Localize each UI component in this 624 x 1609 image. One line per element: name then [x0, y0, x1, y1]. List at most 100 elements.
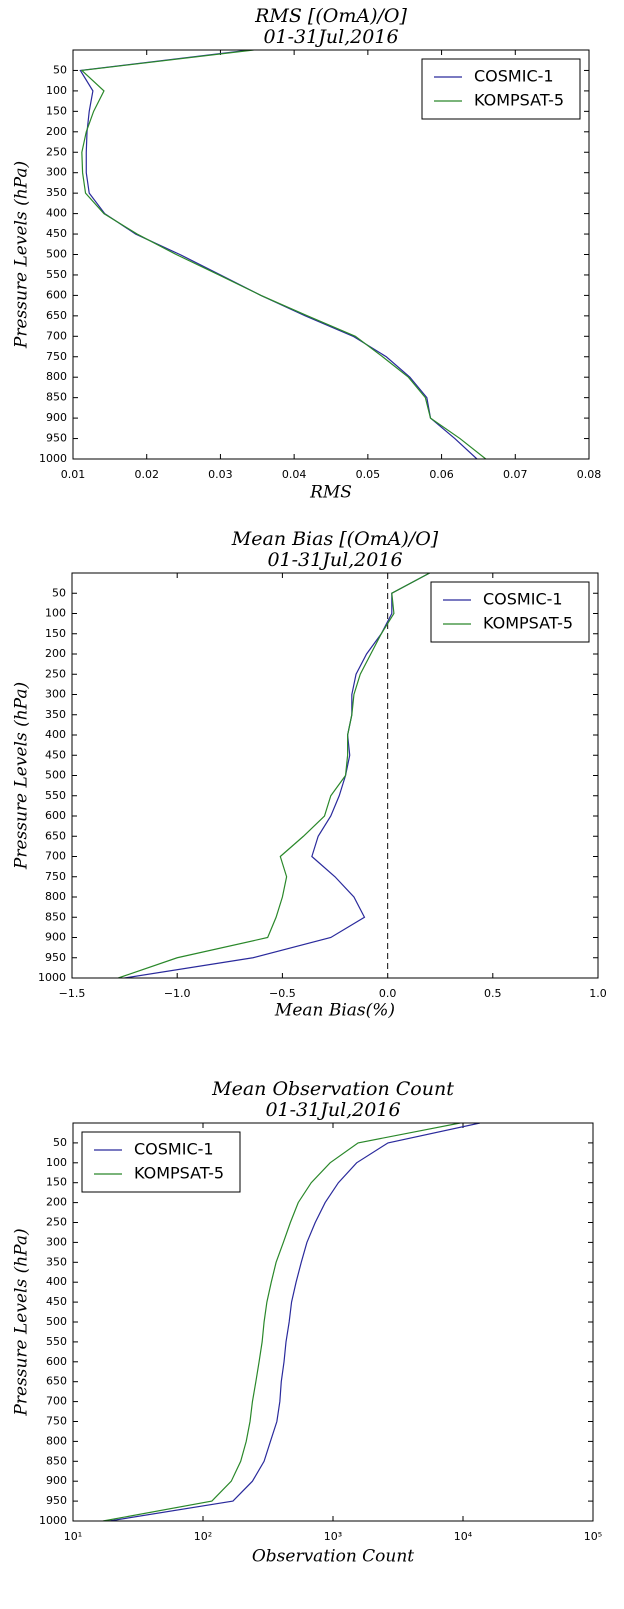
- x-axis-label: RMS: [309, 483, 352, 503]
- legend-box: [430, 581, 590, 643]
- y-tick-label: 150: [46, 1176, 67, 1189]
- y-tick-label: 700: [46, 1395, 67, 1408]
- legend-label: KOMPSAT-5: [483, 614, 573, 633]
- legend: COSMIC-1 KOMPSAT-5: [81, 1131, 241, 1193]
- y-tick-label: 800: [46, 370, 67, 383]
- y-tick-label: 750: [46, 1415, 67, 1428]
- data-line: [102, 1123, 461, 1521]
- y-tick-label: 800: [45, 890, 66, 903]
- y-tick-label: 900: [46, 411, 67, 424]
- y-tick-label: 350: [46, 1255, 67, 1268]
- y-tick-label: 50: [52, 586, 66, 599]
- y-tick-label: 1000: [38, 971, 66, 984]
- y-tick-label: 1000: [39, 1514, 67, 1527]
- y-axis-label: Pressure Levels (hPa): [12, 161, 32, 349]
- legend-label: KOMPSAT-5: [474, 91, 564, 110]
- y-tick-label: 50: [53, 63, 67, 76]
- y-tick-label: 350: [46, 186, 67, 199]
- chart-title: RMS [(OmA)/O]: [254, 5, 407, 27]
- y-tick-label: 400: [46, 207, 67, 220]
- x-tick-label: 10²: [194, 1530, 212, 1543]
- legend-label: COSMIC-1: [483, 590, 563, 609]
- chart-subtitle: 01-31Jul,2016: [265, 1099, 400, 1121]
- x-tick-label: 0.08: [577, 468, 602, 481]
- x-tick-label: −0.5: [269, 987, 296, 1000]
- plot-frame: [72, 49, 590, 460]
- y-tick-label: 950: [45, 951, 66, 964]
- y-tick-label: 450: [46, 1295, 67, 1308]
- y-tick-label: 550: [46, 268, 67, 281]
- y-tick-label: 500: [45, 769, 66, 782]
- y-tick-label: 950: [46, 1494, 67, 1507]
- data-line: [118, 573, 430, 978]
- y-tick-label: 100: [45, 607, 66, 620]
- y-tick-label: 650: [46, 309, 67, 322]
- y-tick-label: 950: [46, 432, 67, 445]
- chart: Mean Bias [(OmA)/O]01-31Jul,2016 Mean Bia…: [12, 528, 607, 1021]
- y-tick-label: 450: [46, 227, 67, 240]
- plot-frame: [71, 572, 599, 979]
- y-tick-label: 250: [46, 145, 67, 158]
- y-tick-label: 700: [46, 329, 67, 342]
- y-tick-label: 100: [46, 1156, 67, 1169]
- chart-title: Mean Observation Count: [211, 1078, 454, 1100]
- chart: RMS [(OmA)/O]01-31Jul,2016 RMS Pressure Le…: [12, 5, 602, 503]
- plot-frame: [72, 1122, 594, 1522]
- x-tick-label: 10⁵: [584, 1530, 602, 1543]
- y-tick-label: 200: [45, 647, 66, 660]
- y-tick-label: 900: [45, 931, 66, 944]
- x-tick-label: 0.06: [429, 468, 454, 481]
- y-tick-label: 400: [46, 1275, 67, 1288]
- y-tick-label: 200: [46, 125, 67, 138]
- y-tick-label: 600: [46, 1355, 67, 1368]
- y-tick-label: 900: [46, 1474, 67, 1487]
- y-tick-label: 500: [46, 248, 67, 261]
- y-tick-label: 500: [46, 1315, 67, 1328]
- legend-label: KOMPSAT-5: [134, 1164, 224, 1183]
- y-tick-label: 600: [46, 288, 67, 301]
- legend-box: [421, 58, 581, 120]
- x-tick-label: −1.0: [164, 987, 191, 1000]
- y-tick-label: 300: [46, 1235, 67, 1248]
- legend: COSMIC-1 KOMPSAT-5: [421, 58, 581, 120]
- x-axis-label: Observation Count: [252, 1547, 414, 1567]
- x-tick-label: 0.5: [484, 987, 502, 1000]
- legend: COSMIC-1 KOMPSAT-5: [430, 581, 590, 643]
- y-tick-label: 650: [46, 1375, 67, 1388]
- y-tick-label: 250: [45, 667, 66, 680]
- x-tick-label: 0.03: [208, 468, 233, 481]
- x-tick-label: 0.04: [282, 468, 307, 481]
- data-line: [80, 50, 487, 459]
- x-tick-label: −1.5: [59, 987, 86, 1000]
- y-tick-label: 250: [46, 1216, 67, 1229]
- y-tick-label: 850: [46, 391, 67, 404]
- y-tick-label: 750: [46, 350, 67, 363]
- legend-label: COSMIC-1: [134, 1140, 214, 1159]
- x-tick-label: 0.05: [356, 468, 381, 481]
- legend-box: [81, 1131, 241, 1193]
- data-line: [124, 573, 430, 978]
- y-tick-label: 100: [46, 84, 67, 97]
- y-axis-label: Pressure Levels (hPa): [12, 1228, 32, 1416]
- y-tick-label: 50: [53, 1136, 67, 1149]
- y-axis-label: Pressure Levels (hPa): [12, 682, 32, 870]
- y-tick-label: 700: [45, 850, 66, 863]
- y-tick-label: 850: [45, 910, 66, 923]
- y-tick-label: 150: [46, 104, 67, 117]
- x-tick-label: 0.0: [379, 987, 397, 1000]
- chart-title: Mean Bias [(OmA)/O]: [231, 528, 439, 550]
- data-line: [79, 50, 478, 459]
- x-tick-label: 10³: [324, 1530, 342, 1543]
- y-tick-label: 650: [45, 829, 66, 842]
- y-tick-label: 850: [46, 1454, 67, 1467]
- y-tick-label: 550: [46, 1335, 67, 1348]
- y-tick-label: 750: [45, 870, 66, 883]
- y-tick-label: 550: [45, 789, 66, 802]
- chart-subtitle: 01-31Jul,2016: [263, 26, 398, 48]
- x-tick-label: 0.07: [503, 468, 528, 481]
- y-tick-label: 600: [45, 809, 66, 822]
- y-tick-label: 300: [45, 688, 66, 701]
- data-line: [109, 1123, 481, 1521]
